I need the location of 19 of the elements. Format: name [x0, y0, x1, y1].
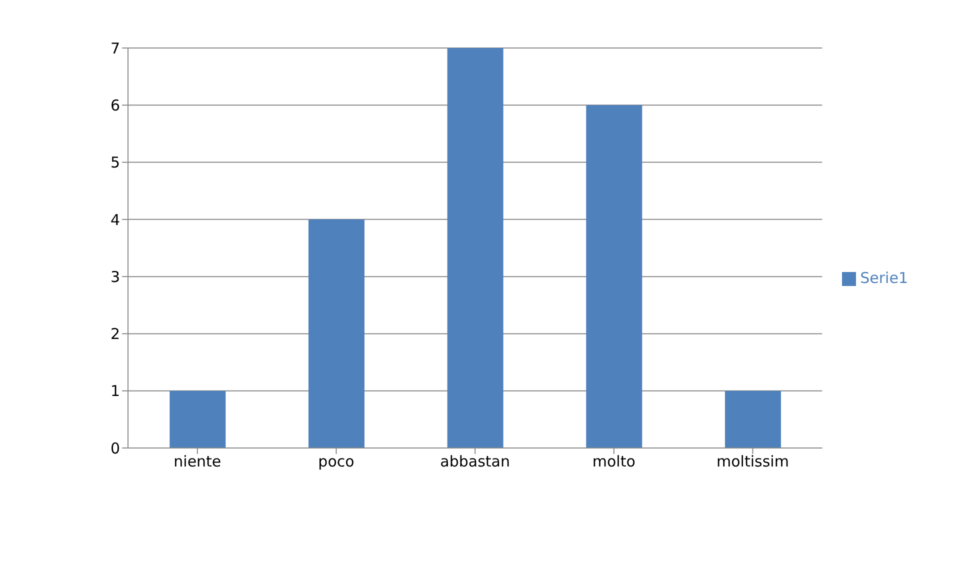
x-tick-label: abbastan [440, 452, 510, 471]
y-tick-label: 4 [110, 210, 120, 229]
y-tick-label: 0 [110, 439, 120, 458]
bar [586, 105, 642, 448]
bar [170, 390, 226, 448]
y-tick-label: 5 [110, 154, 120, 172]
x-tick-label: poco [318, 452, 354, 471]
bar [308, 219, 364, 448]
y-tick-label: 1 [110, 382, 120, 400]
bar [447, 48, 504, 448]
legend-label: Serie1 [860, 269, 908, 287]
y-tick-label: 3 [110, 268, 120, 286]
x-tick-label: molto [592, 452, 636, 471]
x-tick-label: moltissim [716, 452, 789, 471]
x-tick-label: niente [174, 452, 222, 471]
y-tick-label: 7 [110, 39, 120, 58]
y-tick-label: 2 [110, 325, 120, 344]
bar [724, 390, 781, 448]
y-tick-label: 6 [110, 96, 120, 114]
